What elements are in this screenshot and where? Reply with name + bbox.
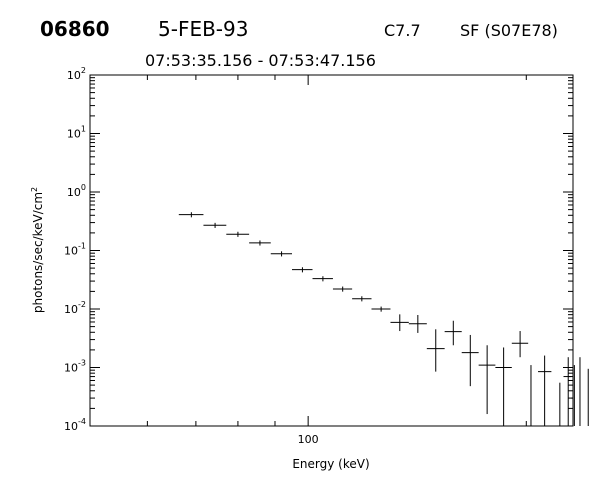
data-point — [571, 365, 575, 426]
x-tick-label: 100 — [298, 433, 319, 446]
data-point — [270, 251, 293, 257]
data-point — [312, 276, 333, 282]
y-axis-label-exponent: 2 — [30, 187, 39, 192]
y-tick-label-base: 10 — [64, 420, 78, 433]
y-axis-label-base: photons/sec/keV/cm — [31, 192, 45, 313]
data-point — [203, 222, 227, 228]
flare-location: SF (S07E78) — [460, 21, 558, 40]
event-id: 06860 — [40, 17, 110, 41]
y-tick-label-exponent: 1 — [81, 125, 86, 134]
y-tick-label: 10-1 — [64, 242, 86, 258]
data-point — [478, 345, 496, 415]
x-axis-label: Energy (keV) — [292, 457, 369, 471]
data-point — [292, 267, 313, 273]
data-point — [444, 320, 462, 346]
y-tick-label-base: 10 — [64, 362, 78, 375]
observation-date: 5-FEB-93 — [158, 17, 248, 41]
y-tick-label: 10-2 — [64, 300, 86, 316]
data-point — [563, 357, 571, 426]
y-tick-label-exponent: 2 — [81, 66, 86, 75]
y-tick-label-base: 10 — [67, 186, 81, 199]
data-point — [178, 212, 204, 218]
x-tick-labels: 100 — [298, 433, 319, 446]
data-point — [408, 314, 427, 333]
y-tick-label-base: 10 — [67, 69, 81, 82]
data-point — [495, 347, 512, 426]
y-tick-label-exponent: -1 — [78, 242, 86, 251]
y-tick-label: 10-4 — [64, 417, 86, 433]
y-tick-label-base: 10 — [64, 303, 78, 316]
data-point — [371, 306, 391, 312]
y-tick-label: 101 — [67, 125, 86, 141]
y-tick-label-exponent: -3 — [78, 359, 86, 368]
y-tick-label-base: 10 — [67, 128, 81, 141]
data-point — [249, 240, 271, 246]
y-tick-label-exponent: -4 — [78, 417, 86, 426]
y-axis-label: photons/sec/keV/cm2 — [30, 187, 45, 313]
y-tick-label: 100 — [67, 183, 86, 199]
data-point — [390, 314, 409, 332]
data-points — [178, 212, 589, 426]
y-tick-label-exponent: -2 — [78, 300, 86, 309]
y-tick-label-exponent: 0 — [81, 183, 86, 192]
data-point — [511, 331, 529, 358]
goes-class: C7.7 — [384, 21, 421, 40]
y-tick-label: 10-3 — [64, 359, 86, 375]
plot-frame — [89, 74, 574, 427]
y-tick-label: 102 — [67, 66, 86, 82]
y-tick-label-base: 10 — [64, 245, 78, 258]
time-range: 07:53:35.156 - 07:53:47.156 — [145, 51, 376, 70]
data-point — [226, 231, 250, 237]
axis-ticks — [89, 74, 573, 427]
data-point — [538, 355, 552, 426]
data-point — [579, 357, 581, 426]
data-point — [352, 296, 372, 302]
data-point — [332, 286, 353, 292]
data-point — [461, 334, 479, 387]
data-point — [426, 329, 445, 372]
